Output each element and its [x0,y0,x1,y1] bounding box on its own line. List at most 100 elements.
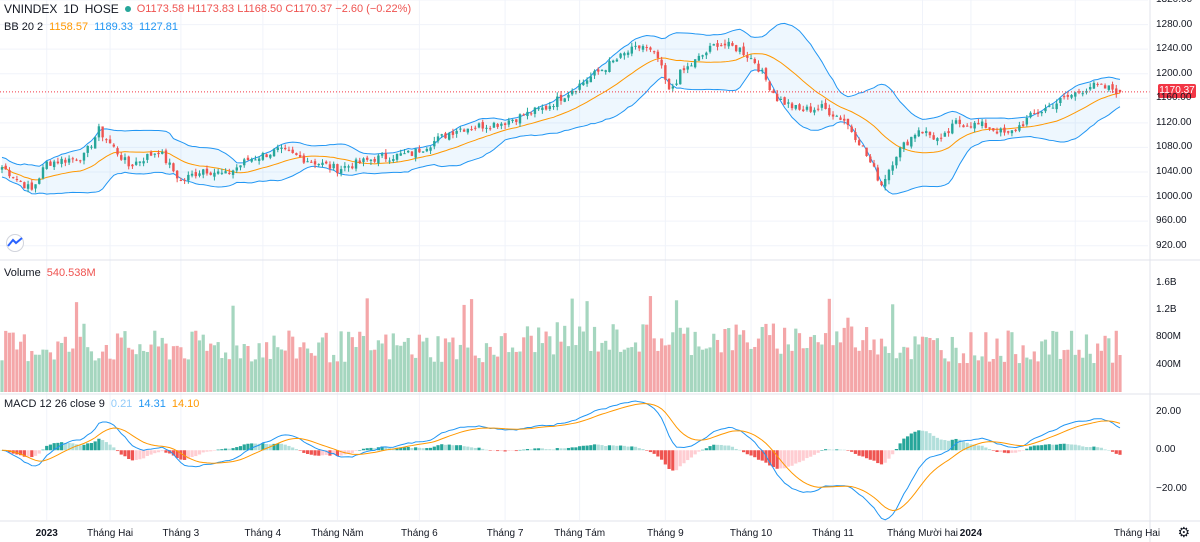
candle [60,156,63,168]
tradingview-logo-icon[interactable] [4,234,26,252]
volume-bar [1092,363,1096,392]
candle [600,69,604,72]
macd-histogram-bar [406,446,410,451]
candle-body [533,107,537,114]
candle [902,141,906,152]
candle-body [23,182,26,189]
candle-body [287,149,291,151]
candle-body [641,46,645,50]
candle [682,65,686,74]
macd-histogram-bar [477,447,481,451]
candle-body [190,173,194,176]
candle [429,146,432,155]
macd-legend[interactable]: MACD 12 26 close 9 0.21 14.31 14.10 [4,397,199,411]
volume-bar [272,335,276,392]
candle [839,115,842,121]
candle [857,137,861,146]
bb-legend[interactable]: BB 20 2 1158.57 1189.33 1127.81 [4,20,178,34]
macd-histogram-bar [41,449,45,451]
candle-body [313,161,317,165]
candle-body [492,122,496,128]
volume-bar [1014,354,1018,392]
macd-histogram-bar [537,448,541,451]
candle [112,143,115,148]
candle [533,106,537,118]
candle-body [708,45,712,52]
candle [436,133,440,144]
volume-bar [469,299,474,392]
volume-bar [37,354,41,392]
volume-bar [417,334,421,392]
macd-histogram-bar [1103,449,1107,451]
candle-body [742,46,745,56]
macd-histogram-bar [507,450,511,451]
macd-histogram-bar [600,445,604,451]
candle [962,124,965,128]
candle [1081,90,1084,97]
symbol-label[interactable]: VNINDEX [4,2,58,16]
candle [67,155,71,165]
candle-body [306,161,309,163]
macd-histogram-bar [555,448,559,451]
last-price-tag: 1170.37 [1158,84,1196,98]
candle-body [559,94,563,101]
candle [951,119,954,135]
volume-bar [455,359,459,392]
macd-histogram-bar [611,445,615,451]
candle-body [820,104,824,108]
candle-body [936,138,939,142]
price-tick-label: 1280.00 [1156,18,1193,30]
candle [19,180,22,183]
candle-body [1062,96,1066,98]
candle-body [939,137,943,139]
macd-histogram-bar [298,450,302,451]
candle [38,177,41,185]
candle [250,157,253,163]
candle [958,116,961,128]
candle [90,144,93,150]
candle-body [857,140,861,146]
gear-icon[interactable]: ⚙ [1177,524,1190,540]
candle-body [11,177,15,179]
candle [220,168,224,175]
macd-histogram-bar [142,450,146,459]
candle-body [45,161,48,169]
macd-histogram-bar [26,450,30,457]
macd-histogram-bar [578,446,582,451]
volume-bar [361,335,366,392]
volume-bar [607,349,612,392]
macd-histogram-bar [276,443,280,451]
macd-histogram-bar [350,450,354,454]
macd-histogram-bar [1040,445,1044,451]
interval-label[interactable]: 1D [63,2,79,16]
candle [954,117,958,125]
macd-histogram-bar [481,448,485,451]
time-tick-label: Tháng 6 [401,528,438,539]
volume-bar [1043,339,1048,392]
volume-bar [566,346,571,392]
macd-histogram-bar [887,450,891,459]
macd-histogram-bar [186,450,190,459]
volume-bar [1096,343,1100,392]
candle-body [980,121,984,126]
macd-histogram-bar [1043,444,1048,451]
candle-body [802,109,805,111]
volume-bar [1040,341,1044,392]
candle [1059,97,1062,106]
volume-bar [108,358,112,392]
candle [56,157,60,165]
candle [64,157,67,167]
candlestick-series [0,38,1152,193]
volume-bar [216,342,220,392]
macd-histogram-bar [115,450,120,452]
candle [272,148,276,157]
candle [306,157,309,163]
candle [45,160,48,170]
candle [366,155,369,162]
volume-bar [891,304,895,392]
volume-bar [0,360,4,392]
volume-legend[interactable]: Volume 540.538M [4,266,96,280]
macd-histogram-series [0,430,1122,471]
macd-histogram-bar [846,450,850,451]
